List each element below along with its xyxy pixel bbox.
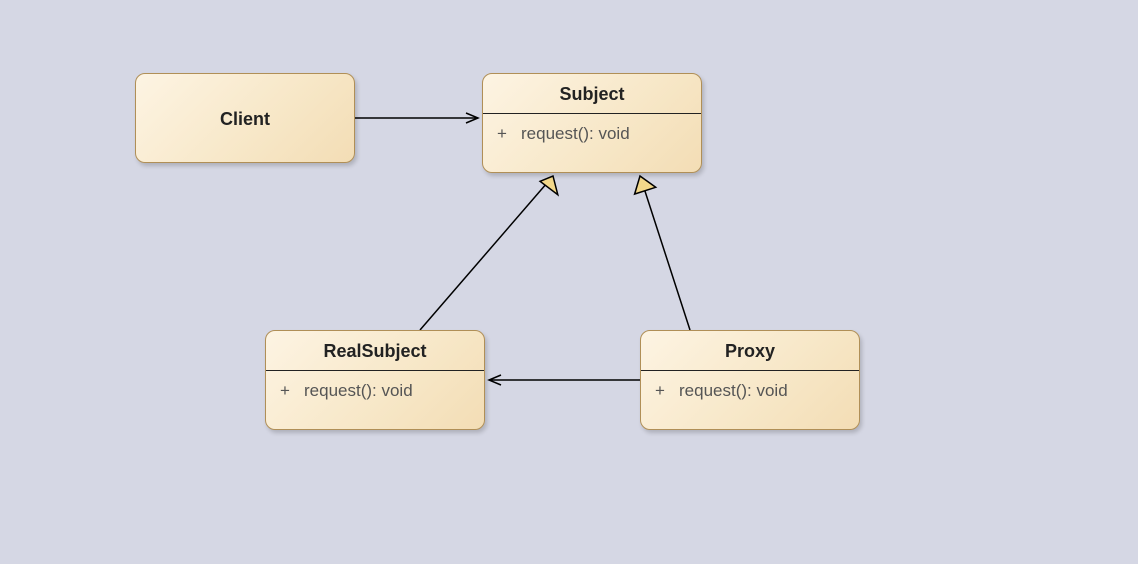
node-subject-title: Subject <box>483 74 701 113</box>
node-subject-member-0: + request(): void <box>483 114 701 156</box>
visibility-marker: + <box>655 381 679 401</box>
node-realsubject: RealSubject + request(): void <box>265 330 485 430</box>
node-client-title: Client <box>136 74 354 163</box>
node-subject: Subject + request(): void <box>482 73 702 173</box>
node-client: Client <box>135 73 355 163</box>
visibility-marker: + <box>280 381 304 401</box>
node-proxy-title: Proxy <box>641 331 859 370</box>
edge-realsubject-subject <box>420 176 558 330</box>
diagram-canvas: Client Subject + request(): void RealSub… <box>0 0 1138 564</box>
node-proxy-member-0: + request(): void <box>641 371 859 413</box>
edge-proxy-subject <box>635 176 690 330</box>
node-realsubject-title: RealSubject <box>266 331 484 370</box>
node-proxy: Proxy + request(): void <box>640 330 860 430</box>
member-signature: request(): void <box>304 381 470 401</box>
member-signature: request(): void <box>521 124 687 144</box>
node-realsubject-member-0: + request(): void <box>266 371 484 413</box>
visibility-marker: + <box>497 124 521 144</box>
member-signature: request(): void <box>679 381 845 401</box>
